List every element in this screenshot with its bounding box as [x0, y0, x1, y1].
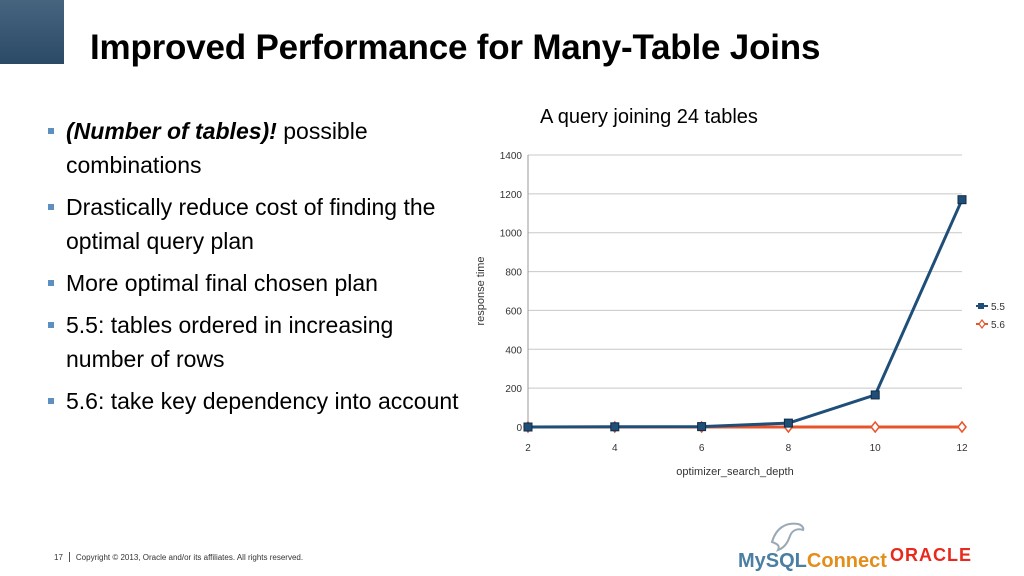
mysql-connect-wordmark: MySQLConnect — [738, 550, 887, 573]
data-point-5-5 — [870, 390, 880, 400]
x-tick-label: 6 — [699, 443, 705, 454]
mysql-wordmark: MySQL — [738, 550, 807, 572]
data-point-5-5 — [697, 422, 707, 432]
bullet-text: possible combinations — [66, 118, 368, 178]
y-tick-label: 1200 — [500, 190, 523, 201]
dolphin-icon — [770, 522, 805, 552]
data-point-5-5 — [957, 195, 967, 205]
data-point-5-5 — [523, 422, 533, 432]
title-accent-block — [0, 0, 64, 64]
data-point-5-5 — [783, 418, 793, 428]
y-tick-label: 1400 — [500, 151, 523, 162]
bullet-text: 5.5: tables ordered in increasing number… — [66, 312, 394, 372]
data-point-5-6 — [870, 420, 881, 434]
bullet-item: (Number of tables)! possible combination… — [48, 114, 468, 182]
bullet-text: Drastically reduce cost of finding the o… — [66, 194, 436, 254]
y-tick-label: 600 — [505, 306, 522, 317]
series-line-5-5 — [527, 199, 964, 429]
x-axis-label: optimizer_search_depth — [676, 466, 793, 478]
y-tick-label: 200 — [505, 384, 522, 395]
y-tick-label: 400 — [505, 345, 522, 356]
y-tick-label: 0 — [516, 423, 522, 434]
footer-divider — [68, 552, 70, 562]
bullet-text: 5.6: take key dependency into account — [66, 388, 459, 414]
response-time-chart: 0 200 400 600 800 1000 1200 1400 2 4 6 8 10 12 optimiz… — [475, 151, 1005, 478]
copyright-text: Copyright © 2013, Oracle and/or its affi… — [75, 553, 304, 562]
bullet-item: Drastically reduce cost of finding the o… — [48, 190, 468, 258]
bullet-marker — [48, 128, 54, 134]
page-number: 17 — [54, 553, 63, 562]
oracle-logo: ORACLE — [890, 545, 972, 565]
bullet-marker — [48, 280, 54, 286]
data-point-5-6 — [957, 420, 967, 434]
bullet-item: 5.6: take key dependency into account — [48, 384, 468, 418]
bullet-item: More optimal final chosen plan — [48, 266, 468, 300]
y-tick-label: 800 — [505, 268, 522, 279]
x-tick-label: 10 — [870, 443, 882, 454]
legend-label: 5.5 — [991, 302, 1005, 313]
legend-label: 5.6 — [991, 320, 1005, 331]
bullet-emphasis: (Number of tables)! — [66, 118, 277, 144]
bullet-item: 5.5: tables ordered in increasing number… — [48, 308, 468, 376]
bullet-marker — [48, 204, 54, 210]
bullet-marker — [48, 398, 54, 404]
chart-title: A query joining 24 tables — [540, 106, 758, 128]
x-tick-label: 4 — [612, 443, 618, 454]
y-tick-label: 1000 — [500, 229, 523, 240]
connect-wordmark: Connect — [806, 550, 887, 572]
x-tick-label: 8 — [786, 443, 792, 454]
bullet-list: (Number of tables)! possible combination… — [48, 114, 468, 426]
legend-marker — [978, 319, 986, 329]
slide-title: Improved Performance for Many-Table Join… — [90, 28, 821, 67]
x-tick-label: 2 — [525, 443, 531, 454]
legend-marker — [978, 303, 984, 309]
data-point-5-5 — [610, 422, 620, 432]
footer: 17 Copyright © 2013, Oracle and/or its af… — [54, 552, 303, 562]
bullet-marker — [48, 322, 54, 328]
bullet-text: More optimal final chosen plan — [66, 270, 378, 296]
x-tick-label: 12 — [956, 443, 968, 454]
y-axis-label: response time — [475, 256, 487, 325]
